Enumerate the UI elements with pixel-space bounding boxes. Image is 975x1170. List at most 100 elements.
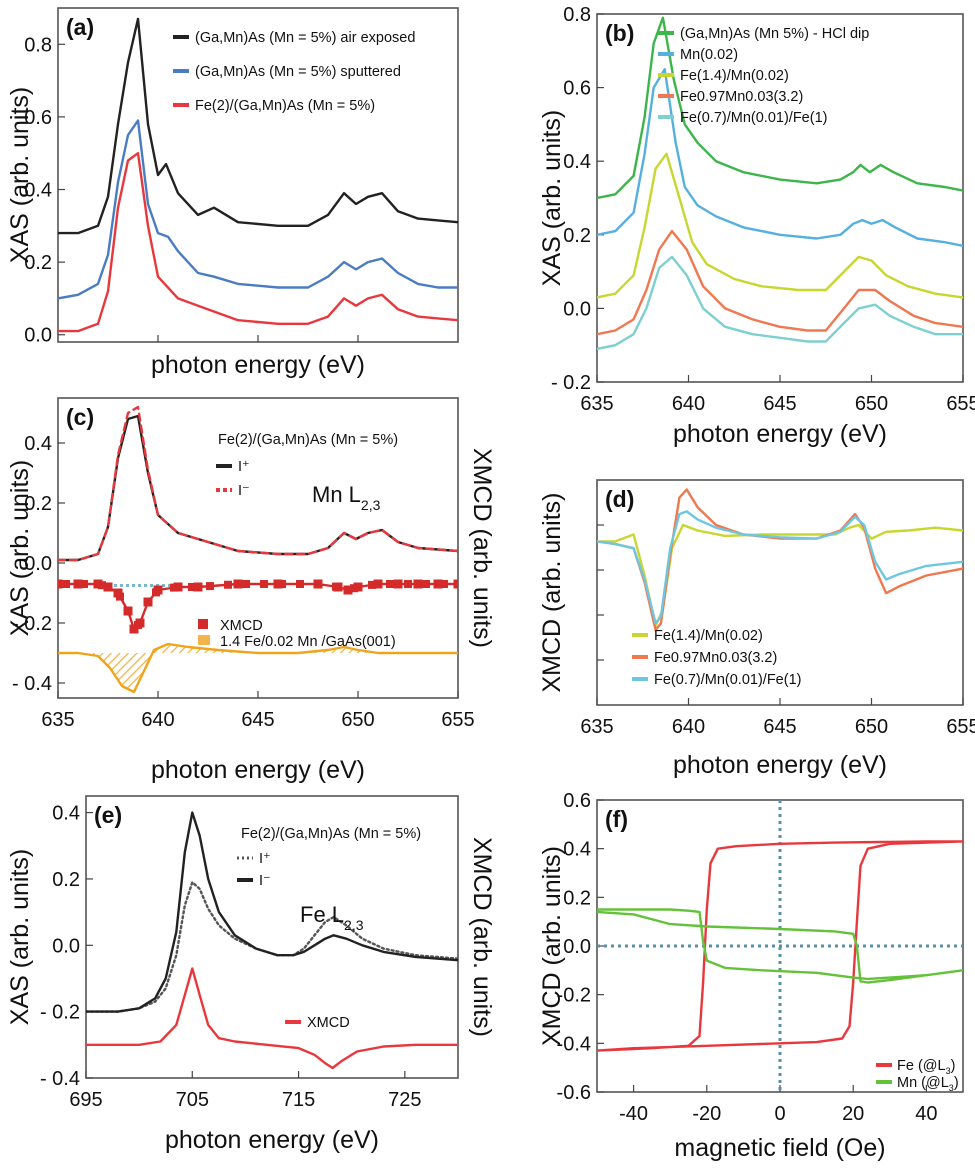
legend-label: Fe(2)/(Ga,Mn)As (Mn = 5%) — [195, 98, 375, 114]
legend-label: XMCD — [220, 618, 263, 634]
xmcd-marker — [242, 580, 250, 588]
series-group-f — [597, 840, 963, 1052]
series-line — [86, 811, 458, 1013]
edge-annotation: Fe L2,3 — [300, 902, 364, 933]
y-tick-label: 0.6 — [24, 107, 52, 129]
x-tick-label: 695 — [69, 1089, 102, 1111]
x-tick-label: 20 — [842, 1103, 864, 1125]
xmcd-marker — [143, 597, 153, 607]
y-tick-label: -0.6 — [557, 1082, 591, 1104]
y-tick-label: 0.4 — [563, 151, 591, 173]
legend-label: I⁺ — [238, 459, 250, 475]
series-group-c — [58, 405, 458, 694]
edge-annotation: Mn L2,3 — [312, 482, 381, 513]
x-tick-label: 715 — [282, 1089, 315, 1111]
xmcd-marker — [170, 583, 178, 592]
panel-label: (c) — [66, 404, 94, 430]
y-tick-label: - 0.2 — [551, 372, 591, 394]
y-tick-label: - 0.2 — [40, 1002, 80, 1024]
series-line — [597, 510, 963, 625]
legend-label: Fe(1.4)/Mn(0.02) — [680, 68, 789, 84]
series-group-a — [58, 17, 458, 333]
y-tick-label: 0.2 — [52, 869, 80, 891]
y-axis-label: XAS (arb. units) — [538, 110, 566, 286]
x-tick-label: 640 — [672, 393, 705, 415]
xmcd-marker — [103, 582, 113, 592]
panel-label: (e) — [94, 802, 122, 828]
y-tick-label: 0.0 — [24, 325, 52, 347]
y-tick-label: 0.8 — [563, 4, 591, 26]
legend-label: XMCD — [307, 1015, 350, 1031]
legend-label: Fe(1.4)/Mn(0.02) — [654, 628, 763, 644]
xmcd-marker — [386, 580, 394, 588]
series-line — [597, 16, 963, 200]
xmcd-marker — [233, 579, 243, 589]
xmcd-marker — [314, 580, 322, 588]
xmcd-marker — [224, 580, 232, 589]
xmcd-marker — [393, 579, 403, 589]
legend-swatch — [198, 635, 210, 645]
legend-label: I⁻ — [238, 483, 250, 499]
y-tick-label: 0.0 — [24, 553, 52, 575]
series-line — [597, 840, 963, 1052]
legend-label: I⁺ — [259, 851, 271, 867]
xmcd-marker — [98, 581, 106, 590]
xmcd-marker — [373, 579, 383, 589]
x-tick-label: 705 — [176, 1089, 209, 1111]
y-axis-label: XAS (arb. units) — [6, 460, 34, 636]
series-line — [597, 152, 963, 299]
y-tick-label: 0.0 — [563, 936, 591, 958]
series-line — [86, 881, 458, 1013]
x-tick-label: 0 — [774, 1103, 785, 1125]
series-line — [58, 119, 458, 300]
y-axis-label: XMCD (arb. units) — [538, 846, 566, 1046]
series-line — [86, 967, 458, 1070]
panel-b: - 0.2 0.0 0.2 0.4 0.6 0.8 635 640 645 650 655 photo… — [538, 4, 975, 448]
legend-label: Fe(0.7)/Mn(0.01)/Fe(1) — [680, 110, 827, 126]
legend-f: Fe (@L3)Mn (@L3) — [876, 1058, 959, 1093]
legend-label: Mn(0.02) — [680, 47, 738, 63]
x-tick-label: 635 — [41, 709, 74, 731]
panel-e: - 0.4 - 0.2 0.0 0.2 0.4 695 705 715 725 photon en… — [6, 795, 496, 1154]
panel-a: 0.0 0.2 0.4 0.6 0.8 photon energy (eV) XAS (ar… — [6, 7, 459, 379]
plot-frame-a — [57, 7, 459, 343]
legend-d: Fe(1.4)/Mn(0.02) Fe0.97Mn0.03(3.2) Fe(0.7)… — [632, 628, 801, 688]
series-line — [58, 17, 458, 235]
x-tick-label: 650 — [855, 393, 888, 415]
x-axis-label: photon energy (eV) — [673, 420, 887, 448]
plot-frame-e — [85, 795, 459, 1079]
x-axis-label: photon energy (eV) — [151, 351, 365, 379]
xmcd-marker — [260, 580, 268, 588]
y-tick-label: -0.2 — [557, 985, 591, 1007]
series-line — [597, 255, 963, 351]
legend-label: Mn (@L3) — [897, 1075, 959, 1093]
x-tick-label: 645 — [763, 716, 796, 738]
x-axis-label: photon energy (eV) — [151, 756, 365, 784]
legend-label: (Ga,Mn)As (Mn 5%) - HCl dip — [680, 26, 869, 42]
xmcd-marker — [413, 579, 423, 589]
legend-e: Fe(2)/(Ga,Mn)As (Mn = 5%) I⁺ I⁻ XMCD Fe L2,3 — [237, 826, 421, 1031]
x-tick-label: 655 — [441, 709, 474, 731]
xmcd-marker — [368, 580, 376, 589]
x-tick-label: -20 — [692, 1103, 721, 1125]
y-tick-label: 0.4 — [24, 433, 52, 455]
y-tick-label: 0.4 — [563, 839, 591, 861]
xmcd-marker — [422, 580, 430, 588]
x-tick-label: -40 — [619, 1103, 648, 1125]
panel-label: (b) — [605, 20, 634, 46]
y-tick-label: - 0.4 — [40, 1068, 80, 1090]
y-axis-label: XMCD (arb. units) — [538, 492, 566, 692]
panel-d: 635 640 645 650 655 photon energy (eV) XMCD (a… — [538, 479, 975, 779]
legend-label: Fe0.97Mn0.03(3.2) — [680, 89, 803, 105]
y-tick-label: 0.0 — [563, 298, 591, 320]
xmcd-marker — [278, 580, 286, 588]
panel-f: -0.6 -0.4 -0.2 0.0 0.2 0.4 0.6 -40 -20 0 20 40 magne… — [538, 790, 964, 1162]
legend-b: (Ga,Mn)As (Mn 5%) - HCl dip Mn(0.02) Fe(1.… — [658, 26, 869, 126]
legend-label: I⁻ — [259, 873, 271, 889]
series-line — [58, 405, 458, 562]
panel-c: - 0.4 - 0.2 0.0 0.2 0.4 635 640 645 650 655 photon… — [6, 397, 496, 784]
x-axis-label: magnetic field (Oe) — [674, 1134, 885, 1162]
y-tick-label: 0.8 — [24, 34, 52, 56]
panel-label: (a) — [66, 14, 94, 40]
